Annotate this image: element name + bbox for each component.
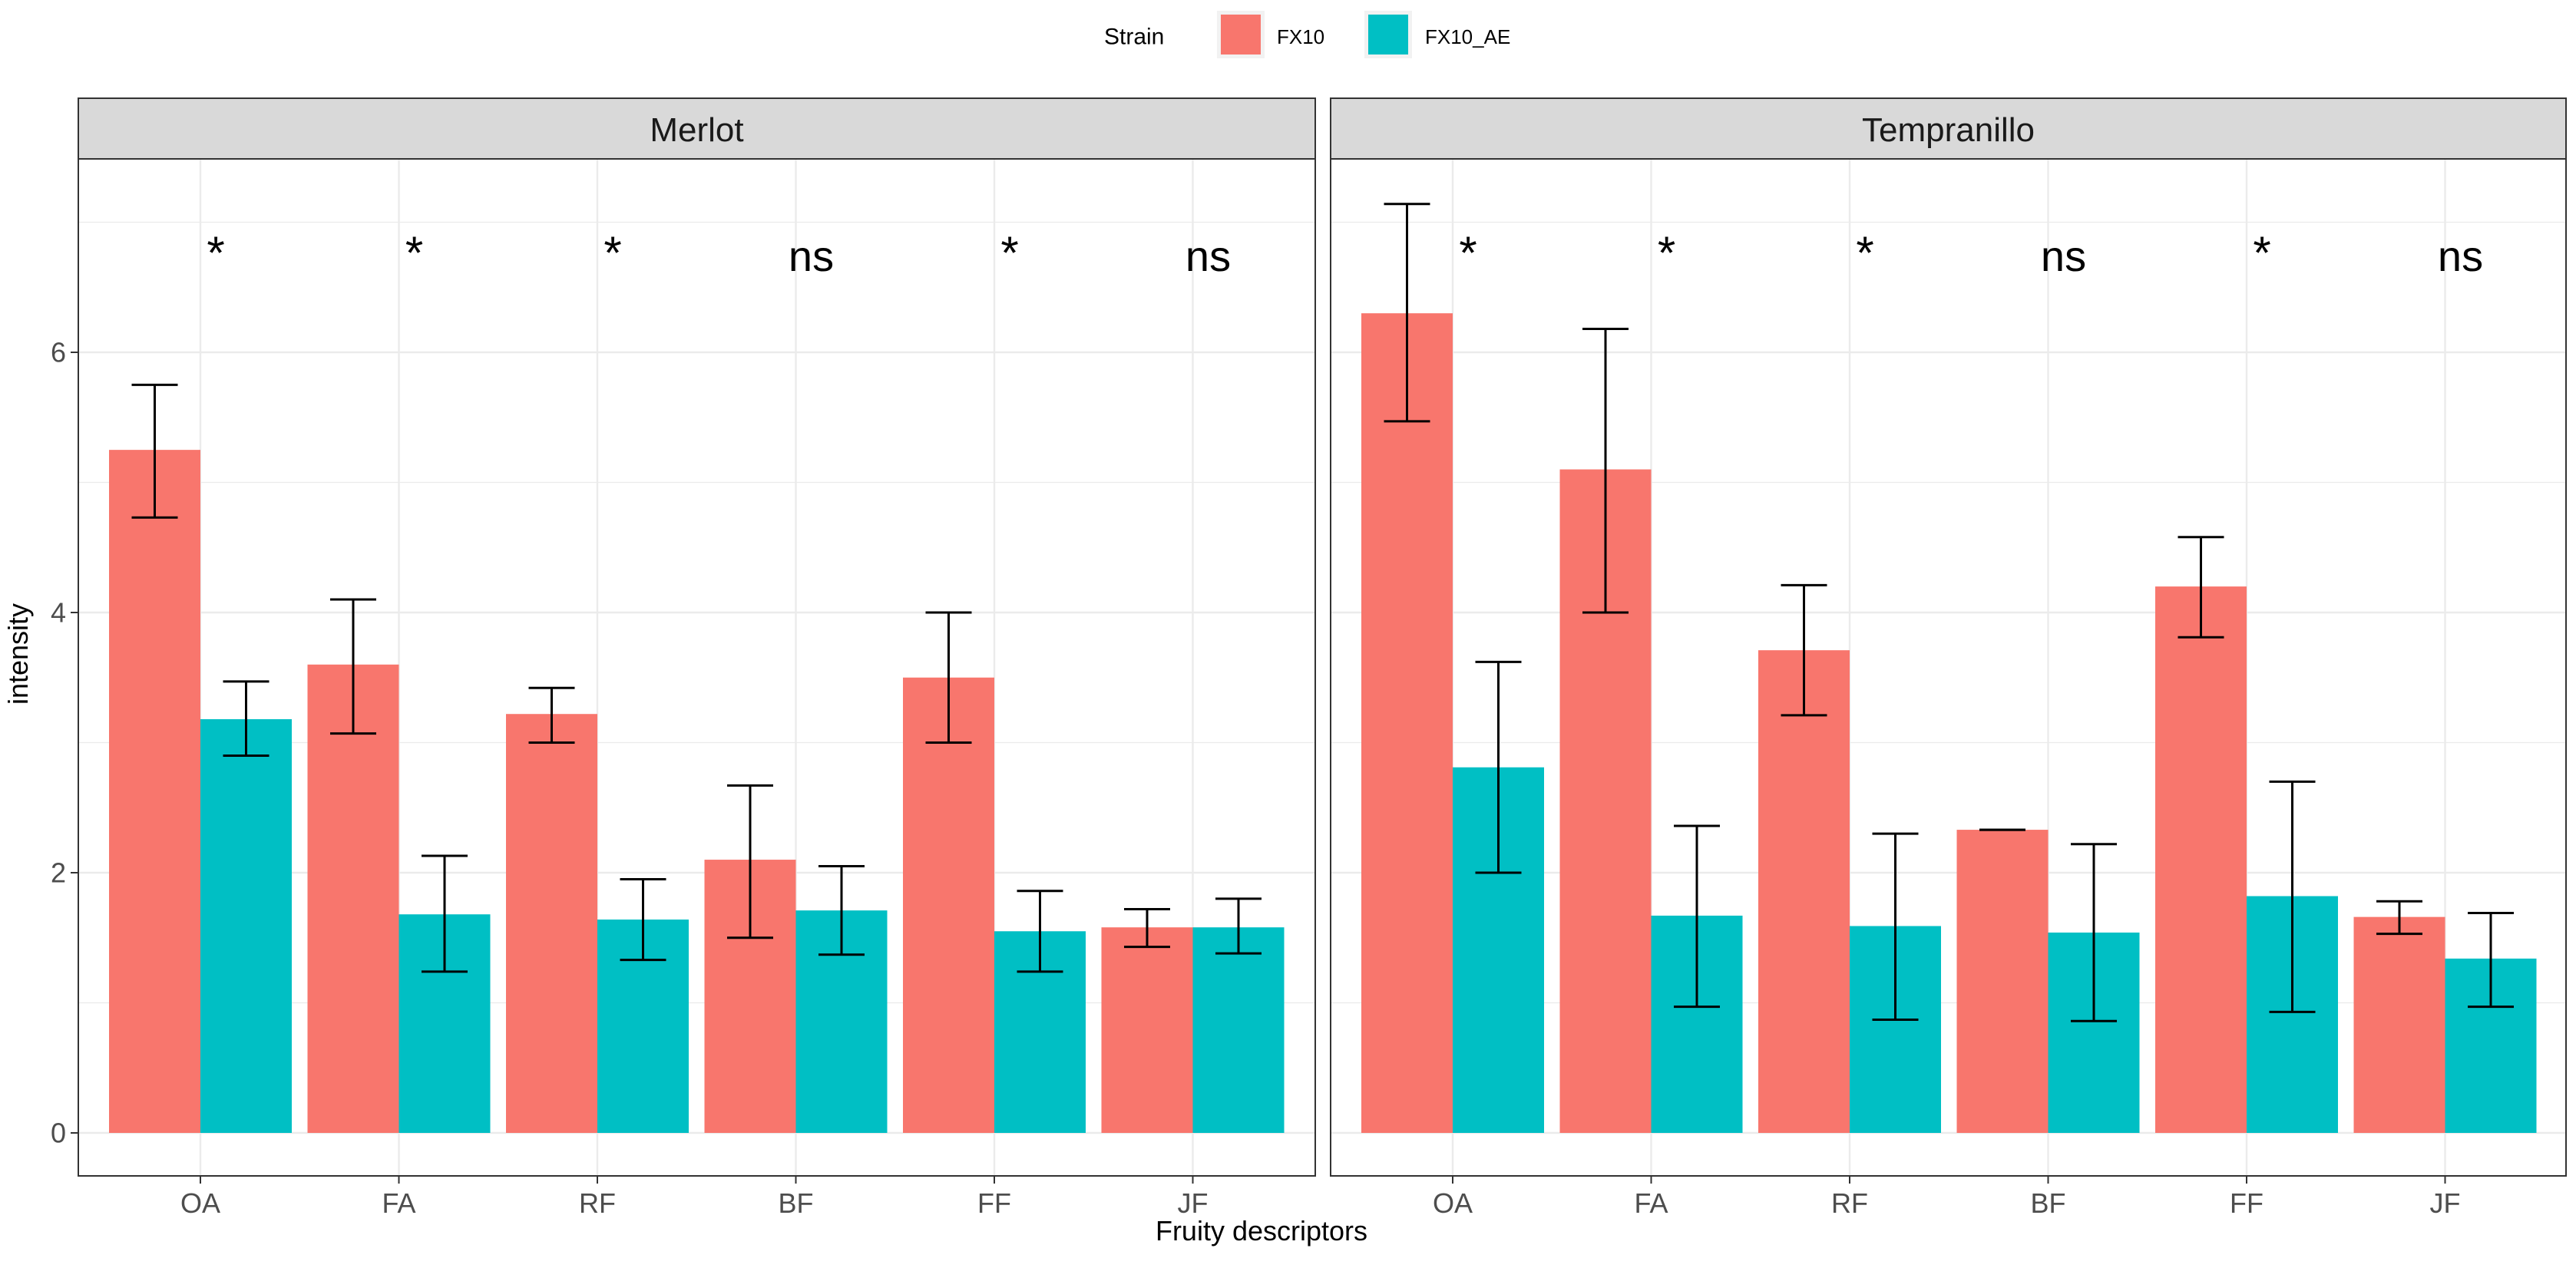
significance-label: *	[207, 227, 224, 279]
significance-label: *	[603, 227, 621, 279]
error-bar-fx10-ae-rf	[1872, 832, 1919, 1022]
error-bar-fx10-ae-jf	[1215, 897, 1262, 955]
error-bar-fx10-ae-bf	[2071, 843, 2117, 1022]
x-tick-label: RF	[1831, 1187, 1868, 1219]
x-tick-label: FF	[2230, 1187, 2264, 1219]
x-tick-label: OA	[180, 1187, 220, 1219]
legend-label: FX10	[1277, 25, 1324, 48]
bar-fx10-rf	[1758, 650, 1850, 1133]
error-bar-fx10-jf	[1124, 907, 1170, 949]
x-tick-label: BF	[778, 1187, 813, 1219]
facet-label: Merlot	[650, 111, 743, 149]
error-bar-fx10-ae-oa	[223, 680, 270, 757]
y-tick-label: 6	[51, 337, 66, 368]
error-bar-fx10-ff	[925, 611, 972, 744]
y-axis-title: intensity	[2, 603, 34, 705]
error-bar-fx10-rf	[528, 686, 575, 744]
error-bar-fx10-ff	[2178, 536, 2224, 639]
significance-label: ns	[789, 232, 834, 280]
bar-fx10-fa	[307, 664, 399, 1133]
significance-label: *	[405, 227, 423, 279]
legend-label: FX10_AE	[1425, 25, 1510, 48]
error-bar-fx10-oa	[1384, 203, 1430, 423]
error-bar-fx10-fa	[1582, 327, 1629, 614]
x-tick-label: JF	[2430, 1187, 2461, 1219]
error-bar-fx10-bf	[727, 784, 773, 939]
bar-fx10-ff	[2155, 586, 2247, 1133]
x-tick-label: OA	[1433, 1187, 1473, 1219]
error-bar-fx10-ae-bf	[818, 865, 865, 956]
x-tick-label: FA	[1634, 1187, 1668, 1219]
error-bar-fx10-fa	[330, 598, 376, 735]
legend-key-fx10	[1221, 15, 1261, 54]
x-tick-label: RF	[579, 1187, 616, 1219]
bar-fx10-jf	[2353, 916, 2445, 1133]
significance-label: *	[1000, 227, 1018, 279]
bar-fx10-oa	[1361, 313, 1453, 1133]
bar-fx10-ff	[903, 677, 994, 1133]
error-bar-fx10-ae-ff	[2269, 780, 2316, 1013]
significance-label: *	[1658, 227, 1675, 279]
error-bar-fx10-ae-ff	[1017, 890, 1063, 973]
error-bar-fx10-rf	[1781, 583, 1827, 717]
significance-label: ns	[2041, 232, 2086, 280]
y-tick-label: 2	[51, 857, 66, 889]
significance-label: *	[1856, 227, 1873, 279]
facet-label: Tempranillo	[1862, 111, 2035, 149]
y-tick-label: 0	[51, 1118, 66, 1149]
y-tick-label: 4	[51, 597, 66, 629]
x-axis-title: Fruity descriptors	[1156, 1215, 1367, 1247]
significance-label: *	[1459, 227, 1476, 279]
bar-fx10-ae-oa	[200, 718, 292, 1133]
panel-tempranillo: Tempranillo * * * ns * ns OA FA RF BF FF JF	[1330, 97, 2567, 1219]
x-tick-label: JF	[1178, 1187, 1209, 1219]
panels: Merlot * * * ns * ns OA FA RF BF FF JF Tempranillo * * *…	[78, 97, 2567, 1219]
legend: Strain FX10 FX10_AE	[1104, 11, 1510, 58]
bar-fx10-bf	[1956, 830, 2049, 1133]
significance-label: ns	[2438, 232, 2483, 280]
bar-fx10-oa	[109, 450, 200, 1133]
bar-fx10-ae-jf	[1192, 927, 1285, 1133]
significance-label: ns	[1185, 232, 1231, 280]
x-tick-label: FA	[382, 1187, 415, 1219]
panel-merlot: Merlot * * * ns * ns OA FA RF BF FF JF	[78, 97, 1316, 1219]
bar-fx10-jf	[1101, 927, 1193, 1133]
facet-strip	[1330, 97, 2567, 160]
x-tick-label: FF	[977, 1187, 1011, 1219]
error-bar-fx10-ae-fa	[1674, 824, 1720, 1009]
error-bar-fx10-jf	[2376, 900, 2422, 936]
legend-title: Strain	[1104, 25, 1164, 50]
error-bar-fx10-ae-oa	[1475, 660, 1522, 874]
y-axis: 0 2 4 6	[51, 337, 78, 1149]
significance-label: *	[2253, 227, 2270, 279]
bar-fx10-rf	[506, 714, 597, 1133]
error-bar-fx10-ae-rf	[620, 877, 666, 962]
error-bar-fx10-oa	[131, 383, 178, 519]
error-bar-fx10-ae-fa	[422, 854, 468, 973]
error-bar-fx10-ae-jf	[2468, 912, 2514, 1009]
legend-key-fx10-ae	[1368, 15, 1408, 54]
x-tick-label: BF	[2030, 1187, 2065, 1219]
